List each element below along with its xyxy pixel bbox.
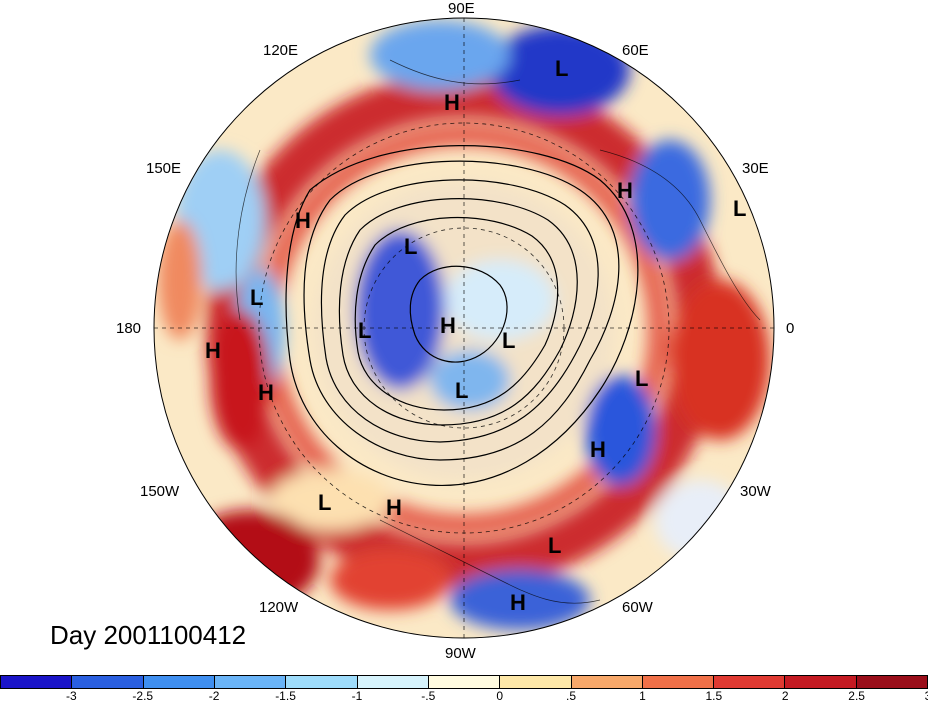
lon-label-120e: 120E	[263, 42, 299, 59]
pressure-marker: H	[617, 178, 633, 203]
pressure-marker: H	[258, 380, 274, 405]
height-contours	[285, 145, 639, 487]
colorbar-swatch	[785, 676, 857, 688]
pressure-marker: L	[250, 285, 264, 310]
pressure-marker: H	[386, 495, 402, 520]
day-label: Day 2001100412	[50, 620, 247, 650]
colorbar-tick-label: -3	[66, 689, 77, 703]
lon-label-60e: 60E	[622, 42, 649, 59]
colorbar-tick-label: 0	[496, 689, 504, 703]
pressure-marker: L	[318, 490, 332, 515]
pressure-marker: L	[733, 196, 747, 221]
lon-label-150e: 150E	[146, 160, 182, 177]
colorbar-swatch	[286, 676, 358, 688]
colorbar-swatch	[214, 676, 287, 688]
lon-label-30e: 30E	[742, 160, 769, 177]
colorbar-swatch	[143, 676, 215, 688]
colorbar-swatch	[642, 676, 715, 688]
anomaly-field	[154, 18, 774, 638]
colorbar-tick-label: -2	[208, 689, 220, 703]
lon-label-180: 180	[116, 320, 142, 337]
pressure-marker: H	[444, 90, 460, 115]
pressure-marker: L	[404, 234, 418, 259]
colorbar-tick-label: 2.5	[848, 689, 865, 703]
colorbar-swatch	[357, 676, 429, 688]
colorbar-tick-label: 2	[781, 689, 789, 703]
colorbar-swatch	[428, 676, 501, 688]
pressure-marker: L	[502, 328, 516, 353]
coastlines	[235, 59, 761, 604]
colorbar-swatch	[571, 676, 643, 688]
colorbar-swatch	[1, 676, 73, 688]
pressure-marker: H	[295, 208, 311, 233]
graticule	[154, 18, 774, 638]
pressure-marker: L	[635, 366, 649, 391]
colorbar-tick-label: -2.5	[132, 689, 154, 703]
pressure-marker: H	[510, 590, 526, 615]
lon-label-150w: 150W	[140, 483, 180, 500]
colorbar-tick-label: -1.5	[275, 689, 296, 703]
pressure-marker: H	[440, 313, 456, 338]
pressure-marker: H	[205, 338, 221, 363]
pressure-marker: L	[555, 56, 569, 81]
lon-label-0: 0	[786, 320, 795, 337]
lon-label-90e: 90E	[448, 0, 475, 17]
colorbar-tick-label: 1.5	[705, 689, 723, 703]
colorbar-swatch	[856, 676, 928, 688]
pressure-marker: H	[590, 437, 606, 462]
pressure-marker: L	[358, 318, 372, 343]
colorbar-swatch	[72, 676, 144, 688]
colorbar-tick-label: 1	[639, 689, 646, 703]
colorbar-tick-label: -1	[351, 689, 363, 703]
colorbar-tick-label: -.5	[421, 689, 436, 703]
colorbar-swatch	[714, 676, 786, 688]
lon-label-90w: 90W	[445, 645, 476, 662]
colorbar-swatch	[500, 676, 572, 688]
colorbar-tick-label: .5	[566, 689, 577, 703]
lon-label-120w: 120W	[259, 599, 299, 616]
lon-label-30w: 30W	[740, 483, 771, 500]
pressure-marker: L	[548, 533, 562, 558]
colorbar-tick-label: 3	[925, 689, 928, 703]
lon-label-60w: 60W	[622, 599, 653, 616]
pressure-marker: L	[455, 378, 469, 403]
colorbar	[0, 675, 928, 689]
